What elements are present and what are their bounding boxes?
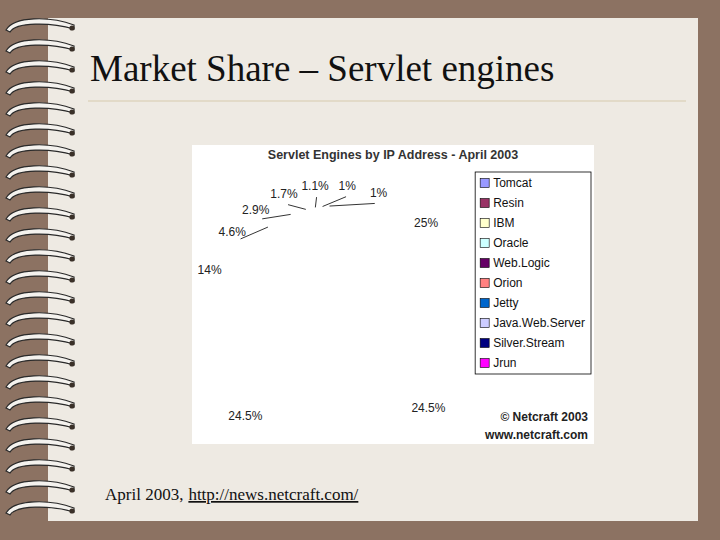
slide: Market Share – Servlet engines Servlet En… bbox=[0, 0, 720, 540]
legend: Tomcat Resin IBM Oracle Web.Logic Orion Jetty J… bbox=[475, 172, 591, 374]
legend-label: Jrun bbox=[493, 356, 516, 370]
binding-hole bbox=[69, 25, 74, 30]
binding-ring bbox=[6, 124, 74, 137]
binding-hole bbox=[69, 235, 74, 240]
binding-ring bbox=[6, 481, 74, 494]
legend-label: Tomcat bbox=[493, 176, 532, 190]
binding-hole bbox=[69, 466, 74, 471]
leader-line bbox=[315, 197, 316, 207]
legend-swatch bbox=[480, 239, 489, 248]
legend-swatch bbox=[480, 199, 489, 208]
chart-area bbox=[192, 145, 594, 444]
legend-label: Web.Logic bbox=[493, 256, 549, 270]
leader-line bbox=[288, 205, 306, 210]
binding-ring bbox=[6, 439, 74, 452]
legend-label: Java.Web.Server bbox=[493, 316, 585, 330]
binding-ring bbox=[6, 313, 74, 326]
legend-swatch bbox=[480, 319, 489, 328]
binding-hole bbox=[69, 67, 74, 72]
data-label: 2.9% bbox=[242, 203, 270, 217]
data-label: 24.5% bbox=[411, 401, 445, 415]
binding-hole bbox=[69, 130, 74, 135]
binding-ring bbox=[6, 166, 74, 179]
binding-hole bbox=[69, 508, 74, 513]
binding-hole bbox=[69, 277, 74, 282]
annotation: © Netcraft 2003 bbox=[500, 410, 588, 424]
legend-swatch bbox=[480, 279, 489, 288]
chart: Servlet Engines by IP Address - April 20… bbox=[192, 145, 594, 444]
binding-hole bbox=[69, 298, 74, 303]
paper bbox=[48, 18, 698, 521]
binding-hole bbox=[69, 256, 74, 261]
legend-swatch bbox=[480, 219, 489, 228]
legend-frame bbox=[475, 172, 591, 374]
leader-line bbox=[330, 203, 375, 206]
slide-title: Market Share – Servlet engines bbox=[90, 48, 554, 89]
data-label: 25% bbox=[414, 216, 438, 230]
binding-hole bbox=[69, 340, 74, 345]
legend-swatch bbox=[480, 359, 489, 368]
binding-ring bbox=[6, 292, 74, 305]
binding-ring bbox=[6, 355, 74, 368]
binding-ring bbox=[6, 460, 74, 473]
binding-ring bbox=[6, 82, 74, 95]
caption-link[interactable]: http://news.netcraft.com/ bbox=[188, 485, 358, 504]
binding-ring bbox=[6, 145, 74, 158]
legend-label: Oracle bbox=[493, 236, 529, 250]
data-labels: 25% 24.5% 24.5% 14% 4.6% 2.9%1.7%1.1% 1% 1% bbox=[198, 179, 446, 423]
caption: April 2003, bbox=[105, 485, 183, 504]
legend-label: Resin bbox=[493, 196, 524, 210]
binding-hole bbox=[69, 382, 74, 387]
data-label: 1% bbox=[370, 186, 388, 200]
binding-ring bbox=[6, 103, 74, 116]
legend-label: Jetty bbox=[493, 296, 518, 310]
binding-ring bbox=[6, 271, 74, 284]
binding-ring bbox=[6, 19, 74, 32]
binding-hole bbox=[69, 214, 74, 219]
binding-hole bbox=[69, 319, 74, 324]
data-label: 24.5% bbox=[228, 409, 262, 423]
binding-hole bbox=[69, 487, 74, 492]
legend-swatch bbox=[480, 339, 489, 348]
binding bbox=[6, 19, 75, 515]
binding-ring bbox=[6, 376, 74, 389]
binding-ring bbox=[6, 40, 74, 53]
binding-ring bbox=[6, 187, 74, 200]
binding-hole bbox=[69, 193, 74, 198]
binding-hole bbox=[69, 403, 74, 408]
data-label: 4.6% bbox=[218, 225, 246, 239]
binding-ring bbox=[6, 397, 74, 410]
binding-hole bbox=[69, 445, 74, 450]
legend-swatch bbox=[480, 179, 489, 188]
binding-hole bbox=[69, 172, 74, 177]
chart-title: Servlet Engines by IP Address - April 20… bbox=[268, 148, 518, 162]
binding-ring bbox=[6, 418, 74, 431]
binding-ring bbox=[6, 250, 74, 263]
data-label: 1.7% bbox=[270, 187, 298, 201]
title-rule bbox=[88, 100, 686, 101]
binding-ring bbox=[6, 334, 74, 347]
binding-hole bbox=[69, 151, 74, 156]
binding-ring bbox=[6, 208, 74, 221]
legend-swatch bbox=[480, 299, 489, 308]
binding-ring bbox=[6, 502, 74, 515]
legend-label: Orion bbox=[493, 276, 522, 290]
legend-swatch bbox=[480, 259, 489, 268]
binding-hole bbox=[69, 88, 74, 93]
data-label: 14% bbox=[198, 263, 222, 277]
binding-hole bbox=[69, 361, 74, 366]
legend-label: Silver.Stream bbox=[493, 336, 564, 350]
binding-ring bbox=[6, 61, 74, 74]
background bbox=[0, 0, 720, 540]
binding-hole bbox=[69, 46, 74, 51]
data-label: 1.1% bbox=[301, 179, 329, 193]
annotation: www.netcraft.com bbox=[484, 428, 588, 442]
data-label: 1% bbox=[339, 179, 357, 193]
binding-ring bbox=[6, 229, 74, 242]
legend-label: IBM bbox=[493, 216, 514, 230]
binding-hole bbox=[69, 109, 74, 114]
binding-hole bbox=[69, 424, 74, 429]
